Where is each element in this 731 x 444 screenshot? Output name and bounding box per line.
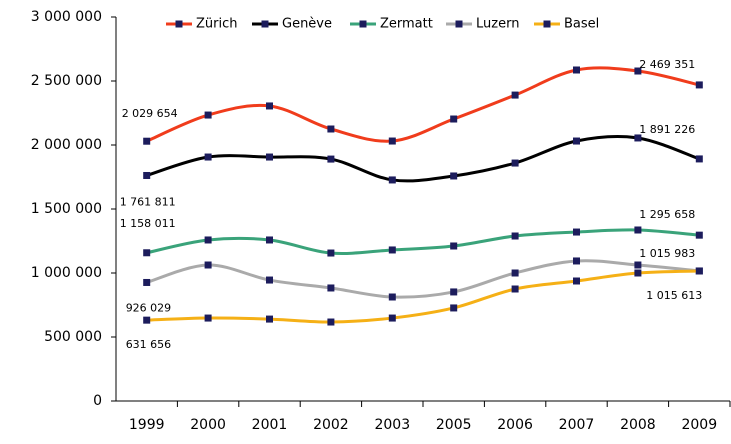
point-marker: [266, 102, 273, 110]
point-marker: [266, 236, 273, 244]
point-marker: [204, 111, 212, 119]
legend-label: Zürich: [196, 17, 238, 32]
legend-marker: [455, 20, 463, 28]
point-marker: [695, 267, 703, 275]
x-tick-label: 1999: [129, 417, 165, 433]
point-marker: [450, 115, 458, 123]
series-line: [146, 135, 700, 183]
data-label: 2 469 351: [639, 58, 695, 71]
point-marker: [204, 314, 212, 322]
point-marker: [327, 249, 335, 257]
point-marker: [204, 153, 212, 161]
data-label: 2 029 654: [122, 107, 178, 120]
point-marker: [327, 284, 335, 292]
data-label: 1 761 811: [120, 195, 176, 208]
data-label: 1 891 226: [639, 123, 695, 136]
point-marker: [143, 278, 151, 286]
series-line: [146, 66, 700, 143]
point-marker: [388, 293, 396, 301]
x-tick-label: 2008: [620, 417, 656, 433]
y-tick-label: 0: [93, 393, 102, 409]
point-marker: [143, 171, 151, 179]
x-tick-label: 2002: [313, 417, 349, 433]
data-label: 926 029: [126, 301, 172, 314]
point-marker: [327, 155, 335, 163]
point-marker: [450, 242, 458, 250]
y-tick-label: 1 000 000: [31, 265, 102, 281]
series-line: [146, 269, 700, 324]
data-label: 1 015 613: [646, 289, 702, 302]
point-marker: [327, 318, 335, 326]
legend-label: Basel: [564, 17, 599, 32]
x-tick-label: 2003: [374, 417, 410, 433]
point-marker: [695, 231, 703, 239]
y-tick-label: 1 500 000: [31, 201, 102, 217]
point-marker: [573, 137, 580, 145]
point-marker: [634, 269, 642, 277]
point-marker: [388, 137, 396, 145]
point-marker: [204, 236, 212, 244]
x-tick-label: 2000: [190, 417, 226, 433]
point-marker: [143, 137, 151, 145]
point-marker: [143, 249, 151, 257]
legend-marker: [543, 20, 551, 28]
point-marker: [695, 155, 703, 163]
point-marker: [266, 153, 273, 161]
data-label: 631 656: [126, 338, 172, 351]
point-marker: [511, 285, 519, 293]
x-tick-label: 2009: [681, 417, 717, 433]
y-tick-label: 2 500 000: [31, 73, 102, 89]
x-tick-label: 2005: [436, 417, 472, 433]
y-tick-label: 500 000: [44, 329, 102, 345]
point-marker: [634, 67, 642, 75]
data-label: 1 295 658: [639, 208, 695, 221]
point-marker: [450, 288, 458, 296]
point-marker: [204, 261, 212, 269]
data-label: 1 015 983: [639, 247, 695, 260]
point-marker: [634, 261, 642, 269]
point-marker: [266, 315, 273, 323]
x-tick-label: 2006: [497, 417, 533, 433]
legend-label: Zermatt: [380, 17, 433, 32]
legend-marker: [261, 20, 269, 28]
point-marker: [388, 246, 396, 254]
point-marker: [573, 228, 580, 236]
point-marker: [266, 276, 273, 284]
point-marker: [143, 316, 151, 324]
point-marker: [327, 125, 335, 133]
point-marker: [573, 66, 580, 74]
legend-marker: [359, 20, 367, 28]
point-marker: [511, 91, 519, 99]
point-marker: [511, 232, 519, 240]
x-tick-label: 2007: [559, 417, 595, 433]
series-line: [146, 228, 700, 255]
legend-label: Luzern: [476, 17, 519, 32]
point-marker: [634, 134, 642, 142]
point-marker: [511, 269, 519, 277]
legend-box: [166, 13, 598, 35]
point-marker: [573, 257, 580, 265]
legend-label: Genève: [282, 17, 332, 32]
point-marker: [695, 81, 703, 89]
legend-marker: [175, 20, 183, 28]
y-tick-label: 2 000 000: [31, 137, 102, 153]
point-marker: [388, 176, 396, 184]
data-label: 1 158 011: [120, 217, 176, 230]
point-marker: [388, 314, 396, 322]
y-tick-label: 3 000 000: [31, 9, 102, 25]
point-marker: [511, 159, 519, 167]
point-marker: [450, 172, 458, 180]
x-tick-label: 2001: [252, 417, 288, 433]
point-marker: [573, 277, 580, 285]
point-marker: [450, 304, 458, 312]
series-line: [146, 259, 700, 299]
point-marker: [634, 226, 642, 234]
